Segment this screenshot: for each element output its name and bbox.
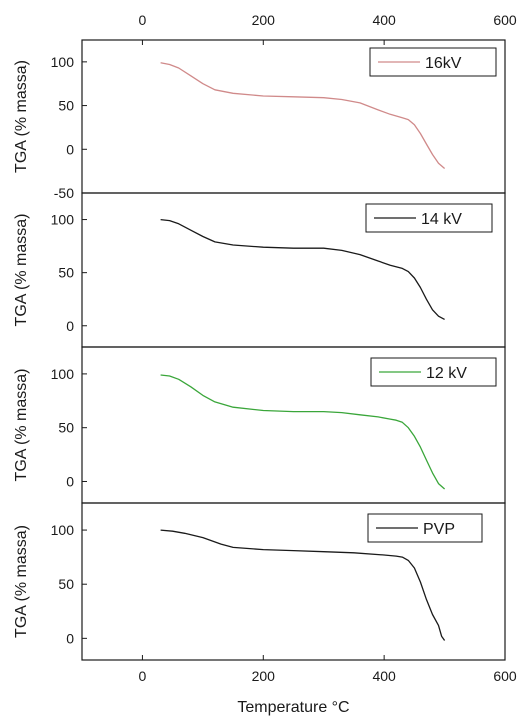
x-tick-label: 400: [372, 668, 396, 684]
y-tick-label: 50: [58, 98, 74, 114]
series-line-4: [160, 529, 446, 641]
legend-label: 12 kV: [426, 365, 467, 382]
y-tick-label: 50: [58, 265, 74, 281]
y-axis-label: TGA (% massa): [13, 60, 30, 173]
legend: 12 kV: [370, 357, 497, 387]
legend-label: 14 kV: [421, 211, 462, 228]
x-tick-label: 600: [493, 668, 517, 684]
y-tick-label: 0: [66, 318, 74, 334]
x-top-tick-label: 0: [139, 12, 147, 28]
y-tick-label: 0: [66, 630, 74, 646]
panel-frame: [81, 502, 506, 661]
x-tick-label: 200: [252, 668, 276, 684]
panel-3: 0 50 100 TGA (% massa) 12 kV: [13, 346, 506, 504]
series-line-1: [160, 62, 446, 169]
y-axis-label: TGA (% massa): [13, 369, 30, 482]
x-top-tick-label: 600: [493, 12, 517, 28]
series-line-3: [160, 374, 446, 490]
y-tick-label: 100: [51, 54, 75, 70]
x-top-tick-label: 200: [252, 12, 276, 28]
legend: 14 kV: [365, 203, 493, 233]
x-top-tick-label: 400: [372, 12, 396, 28]
panel-2: 0 50 100 TGA (% massa) 14 kV: [13, 192, 506, 348]
y-tick-label: 100: [51, 212, 75, 228]
panel-1: -50 0 50 100 TGA (% massa) 0 200 400 600 16kV: [13, 12, 517, 201]
y-tick-label: 100: [51, 522, 75, 538]
x-axis-label: Temperature °C: [237, 699, 349, 716]
y-tick-label: 0: [66, 473, 74, 489]
y-axis-label: TGA (% massa): [13, 214, 30, 327]
legend-label: PVP: [423, 521, 455, 538]
legend-label: 16kV: [425, 55, 462, 72]
y-tick-label: 50: [58, 576, 74, 592]
y-tick-label: 0: [66, 141, 74, 157]
y-axis-label: TGA (% massa): [13, 525, 30, 638]
x-tick-label: 0: [139, 668, 147, 684]
y-tick-label: 100: [51, 366, 75, 382]
legend: PVP: [367, 513, 483, 543]
panel-4: 0 50 100 TGA (% massa) 0 200 400 600 Temperature…: [13, 502, 517, 716]
y-tick-label: 50: [58, 420, 74, 436]
series-line-2: [160, 218, 445, 320]
y-tick-label: -50: [54, 185, 74, 201]
legend: 16kV: [369, 47, 497, 77]
